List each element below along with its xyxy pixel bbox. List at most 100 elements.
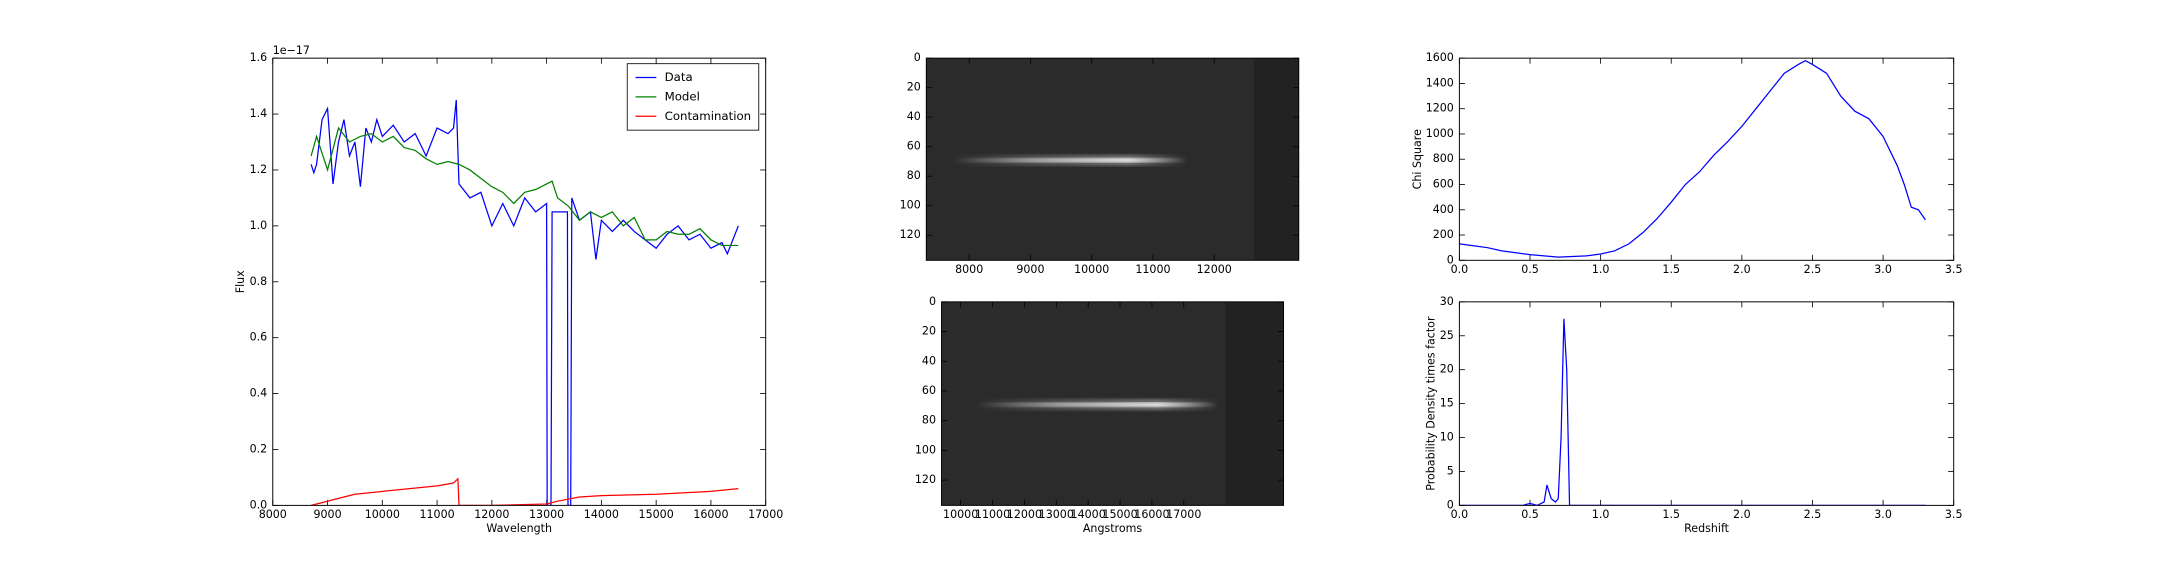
x-tick-label: 8000 — [955, 263, 983, 276]
y-tick-label: 20 — [1440, 363, 1454, 376]
y-tick-label: 80 — [922, 414, 936, 427]
y-tick-label: 1.4 — [250, 107, 268, 120]
x-axis-label: Angstroms — [1083, 522, 1143, 535]
y-tick-label: 600 — [1433, 178, 1454, 191]
line-series — [310, 126, 739, 247]
line-series — [310, 100, 739, 506]
y-tick-label: 0.2 — [250, 442, 268, 455]
spectrum-trace — [975, 402, 1219, 407]
y-tick-label: 1600 — [1426, 51, 1454, 64]
x-tick-label: 3.0 — [1874, 508, 1892, 521]
x-tick-label: 0.0 — [1451, 263, 1469, 276]
x-tick-label: 2.0 — [1733, 508, 1751, 521]
y-tick-label: 1000 — [1426, 127, 1454, 140]
y-tick-label: 25 — [1440, 329, 1454, 342]
x-tick-label: 1.0 — [1592, 263, 1610, 276]
y-tick-label: 1.0 — [250, 219, 268, 232]
x-tick-label: 14000 — [584, 508, 619, 521]
axes: 1000011000120001300014000150001600017000… — [915, 295, 1285, 535]
x-tick-label: 13000 — [1039, 508, 1074, 521]
x-tick-label: 15000 — [639, 508, 674, 521]
x-axis-label: Redshift — [1684, 522, 1730, 535]
x-tick-label: 15000 — [1102, 508, 1137, 521]
legend-label: Contamination — [665, 109, 752, 123]
y-tick-label: 100 — [915, 443, 936, 456]
axes: 8000 9000 10000 11000 12000 0 20 40 60 80 100 120 — [900, 51, 1300, 276]
axes-frame — [1458, 301, 1955, 506]
y-tick-label: 120 — [915, 473, 936, 486]
y-tick-label: 0.6 — [250, 331, 268, 344]
y-tick-label: 1200 — [1426, 102, 1454, 115]
axes-frame — [941, 301, 1285, 506]
y-tick-label: 60 — [907, 140, 921, 153]
x-tick-label: 12000 — [1007, 508, 1042, 521]
line-series — [310, 477, 739, 506]
x-tick-label: 8000 — [259, 508, 287, 521]
x-tick-label: 11000 — [1135, 263, 1170, 276]
x-tick-label: 17000 — [748, 508, 783, 521]
y-tick-label: 30 — [1440, 295, 1454, 308]
y-tick-label: 120 — [900, 228, 921, 241]
x-tick-label: 3.0 — [1874, 263, 1892, 276]
x-tick-label: 10000 — [943, 508, 978, 521]
y-tick-label: 40 — [907, 110, 921, 123]
y-tick-label: 1.2 — [250, 163, 268, 176]
y-tick-label: 0 — [929, 295, 936, 308]
spectrum-trace — [952, 158, 1188, 163]
x-tick-label: 9000 — [1016, 263, 1044, 276]
x-tick-label: 9000 — [313, 508, 341, 521]
x-axis-label: Wavelength — [486, 522, 552, 535]
x-tick-label: 13000 — [529, 508, 564, 521]
y-tick-label: 0.4 — [250, 387, 268, 400]
y-tick-label: 0 — [914, 51, 921, 64]
x-tick-label: 10000 — [365, 508, 400, 521]
x-tick-label: 12000 — [474, 508, 509, 521]
x-tick-label: 2.5 — [1804, 263, 1822, 276]
y-axis-label: Chi Square — [1411, 129, 1424, 189]
x-tick-label: 16000 — [1134, 508, 1169, 521]
y-tick-label: 10 — [1440, 431, 1454, 444]
x-tick-label: 1.0 — [1592, 508, 1610, 521]
legend-label: Model — [665, 89, 700, 103]
x-tick-label: 0.5 — [1521, 263, 1539, 276]
y-tick-label: 60 — [922, 384, 936, 397]
axis-offset-label: 1e−17 — [273, 44, 310, 57]
x-tick-label: 10000 — [1074, 263, 1109, 276]
line-series — [1459, 318, 1926, 506]
x-tick-label: 0.0 — [1451, 508, 1469, 521]
y-tick-label: 0.8 — [250, 275, 268, 288]
x-tick-label: 11000 — [975, 508, 1010, 521]
x-tick-label: 1.5 — [1662, 508, 1680, 521]
y-tick-label: 20 — [907, 81, 921, 94]
y-tick-label: 800 — [1433, 152, 1454, 165]
y-axis-label: Probability Density times factor — [1425, 316, 1438, 491]
line-series — [1459, 59, 1926, 258]
y-tick-label: 1400 — [1426, 76, 1454, 89]
x-tick-label: 1.5 — [1662, 263, 1680, 276]
x-tick-label: 2.0 — [1733, 263, 1751, 276]
x-tick-label: 16000 — [693, 508, 728, 521]
axes: 0.0 0.5 1.0 1.5 2.0 2.5 3.0 3.5 0 200 400 600 800 100… — [1411, 51, 1963, 276]
x-tick-label: 12000 — [1197, 263, 1232, 276]
y-axis-label: Flux — [234, 270, 247, 293]
y-tick-label: 400 — [1433, 203, 1454, 216]
y-tick-label: 100 — [900, 199, 921, 212]
axes-frame — [925, 57, 1300, 261]
x-tick-label: 0.5 — [1521, 508, 1539, 521]
y-tick-label: 0.0 — [250, 498, 268, 511]
x-tick-label: 2.5 — [1804, 508, 1822, 521]
y-tick-label: 200 — [1433, 228, 1454, 241]
y-tick-label: 0 — [1447, 498, 1454, 511]
y-tick-label: 20 — [922, 325, 936, 338]
legend-label: Data — [665, 70, 693, 84]
y-tick-label: 80 — [907, 169, 921, 182]
x-tick-label: 3.5 — [1945, 263, 1963, 276]
axes-frame — [1458, 57, 1955, 261]
y-tick-label: 5 — [1447, 464, 1454, 477]
x-tick-label: 11000 — [419, 508, 454, 521]
x-tick-label: 17000 — [1166, 508, 1201, 521]
y-tick-label: 0 — [1447, 253, 1454, 266]
axes: 8000 9000 10000 11000 12000 13000 14000 15000 16… — [234, 44, 783, 535]
axes: 0.0 0.5 1.0 1.5 2.0 2.5 3.0 3.5 0 5 10 15 20 25 30 Reds… — [1425, 295, 1963, 535]
